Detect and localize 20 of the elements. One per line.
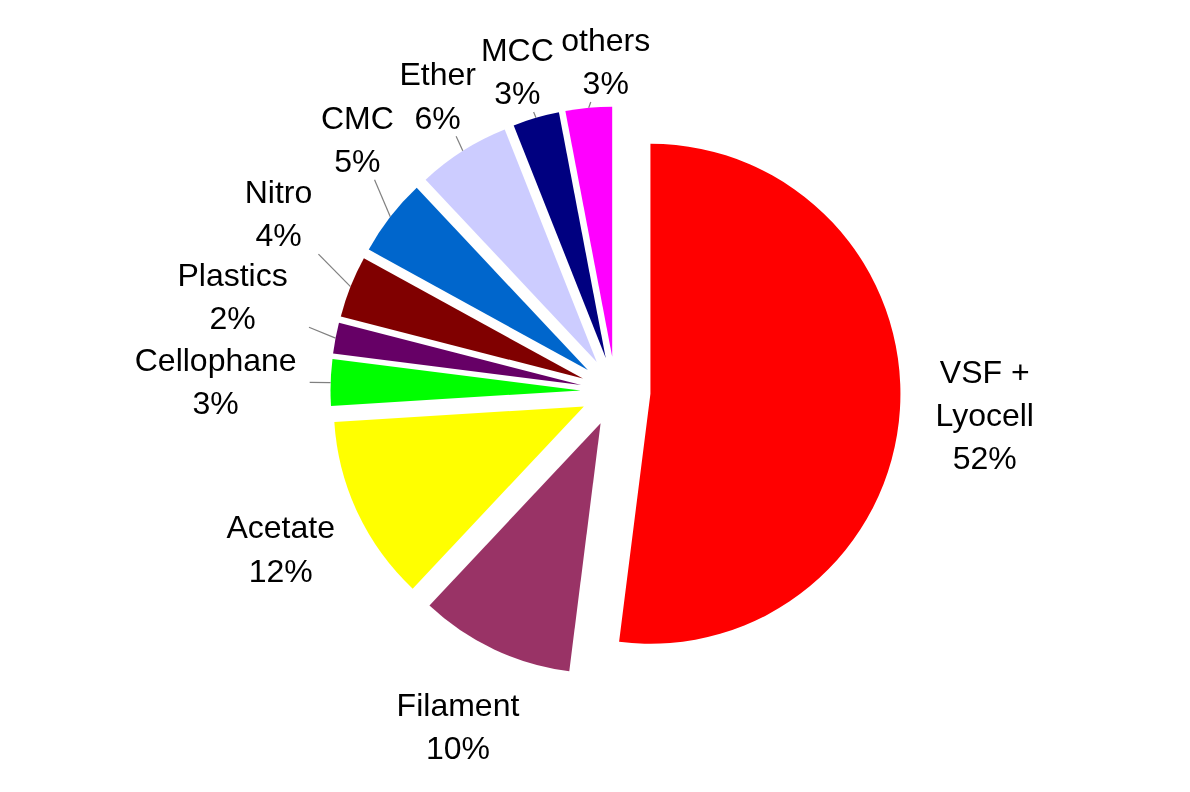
slice-label: Plastics xyxy=(177,256,288,293)
slice-label: MCC xyxy=(480,31,554,68)
data-label: 5% xyxy=(334,143,381,180)
data-label: 10% xyxy=(425,729,490,766)
slice-label: Nitro xyxy=(244,174,313,211)
slice-label: Ether xyxy=(399,56,477,93)
slice-label: CMC xyxy=(320,99,394,136)
data-label: 3% xyxy=(192,384,239,421)
data-label: 4% xyxy=(255,217,302,254)
slice-label: VSF + Lyocell xyxy=(935,353,1034,433)
data-label: 12% xyxy=(248,552,313,589)
data-label: 6% xyxy=(414,99,461,136)
data-label: 52% xyxy=(952,439,1017,476)
slice-label: Cellophane xyxy=(134,341,297,378)
data-label: 3% xyxy=(582,65,629,102)
data-label: 2% xyxy=(209,299,256,336)
slice-label: others xyxy=(561,22,651,58)
data-label: 3% xyxy=(494,75,541,112)
slice-label: Filament xyxy=(396,686,520,723)
slice-label: Acetate xyxy=(226,509,335,546)
